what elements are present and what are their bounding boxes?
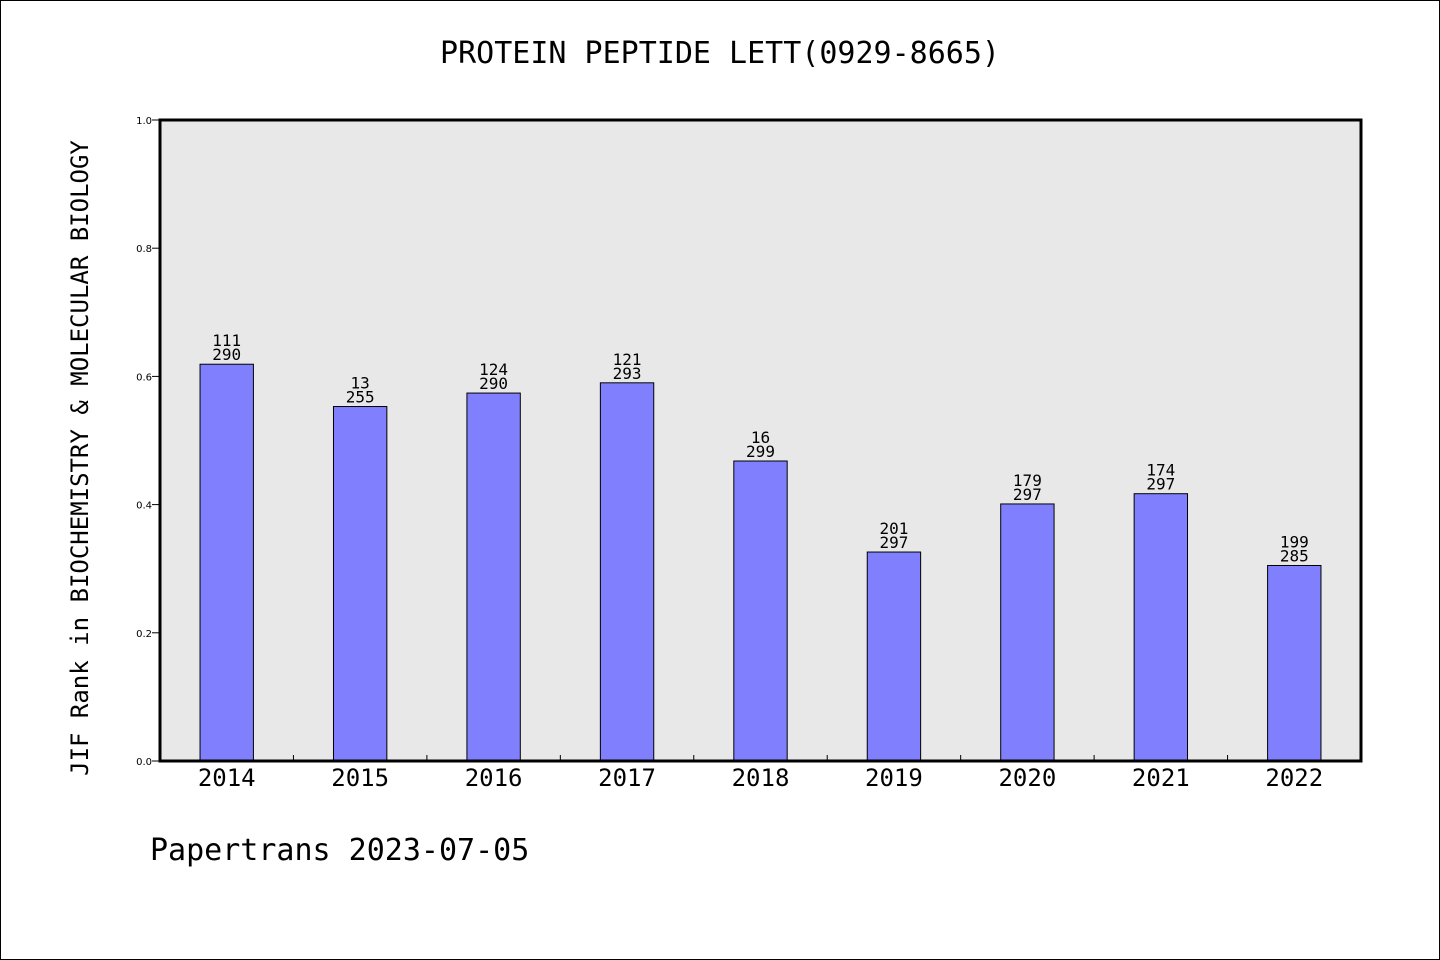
data-label-rank: 16: [751, 428, 770, 447]
data-label-rank: 174: [1146, 461, 1175, 480]
y-tick-label: 0.4: [136, 501, 152, 512]
data-label-rank: 111: [212, 331, 241, 350]
data-label-rank: 199: [1280, 532, 1309, 551]
y-tick-label: 0.6: [136, 372, 152, 383]
y-tick-label: 0.0: [136, 757, 152, 768]
data-label-rank: 13: [351, 374, 370, 393]
data-label-total: 290: [212, 345, 241, 364]
data-label-rank: 201: [879, 519, 908, 538]
bar-2019: [866, 551, 922, 762]
bar-2017: [599, 382, 655, 762]
x-tick-label: 2016: [465, 764, 523, 792]
bar-2018: [733, 460, 788, 762]
x-tick-label: 2014: [198, 764, 256, 792]
bar-2020: [1000, 503, 1055, 762]
y-tick-label: 1.0: [136, 116, 152, 127]
data-label-total: 255: [346, 388, 375, 407]
y-tick-label: 0.2: [136, 629, 152, 640]
data-label-rank: 179: [1013, 471, 1042, 490]
bars-group: 1112901325512429012129316299201297179297…: [199, 331, 1322, 762]
x-tick-label: 2017: [598, 764, 656, 792]
x-tick-label: 2019: [865, 764, 923, 792]
bar-2014: [199, 363, 254, 762]
chart-title: PROTEIN PEPTIDE LETT(0929-8665): [440, 36, 1000, 71]
x-tick-label: 2022: [1265, 764, 1323, 792]
bar-2016: [466, 392, 521, 762]
axes-group: 0.0 0.2 0.4 0.6 0.8 1.0 2014 2015 2016 2017 2018 20…: [136, 116, 1323, 792]
data-label-total: 293: [613, 364, 642, 383]
footer-credit: Papertrans 2023-07-05: [150, 833, 530, 868]
y-tick-label: 0.8: [136, 244, 152, 255]
data-label-total: 297: [879, 533, 908, 552]
bar-2015: [332, 406, 388, 762]
plot-border: [158, 118, 1363, 763]
data-label-total: 285: [1280, 546, 1309, 565]
data-label-total: 290: [479, 374, 508, 393]
x-tick-label: 2020: [998, 764, 1056, 792]
x-tick-label: 2021: [1132, 764, 1190, 792]
bar-2021: [1133, 493, 1189, 762]
data-label-total: 299: [746, 442, 775, 461]
data-label-total: 297: [1146, 475, 1175, 494]
x-tick-label: 2018: [732, 764, 790, 792]
data-label-rank: 121: [613, 350, 642, 369]
bar-2022: [1267, 564, 1322, 762]
data-label-total: 297: [1013, 485, 1042, 504]
x-tick-label: 2015: [331, 764, 389, 792]
data-label-rank: 124: [479, 360, 508, 379]
